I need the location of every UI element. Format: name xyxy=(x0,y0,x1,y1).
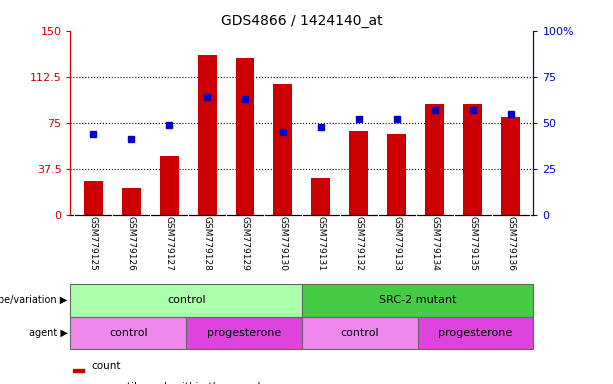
Bar xyxy=(122,188,140,215)
Bar xyxy=(387,134,406,215)
Text: GSM779134: GSM779134 xyxy=(430,217,439,271)
Bar xyxy=(197,55,216,215)
Bar xyxy=(302,317,417,349)
Bar xyxy=(349,131,368,215)
Text: GSM779132: GSM779132 xyxy=(354,217,364,271)
Text: GSM779136: GSM779136 xyxy=(506,217,515,271)
Text: SRC-2 mutant: SRC-2 mutant xyxy=(379,295,456,306)
Text: GSM779126: GSM779126 xyxy=(127,217,135,271)
Text: percentile rank within the sample: percentile rank within the sample xyxy=(91,382,267,384)
Bar xyxy=(501,117,520,215)
Text: GSM779133: GSM779133 xyxy=(392,217,402,271)
Bar xyxy=(302,284,533,317)
Bar xyxy=(186,317,302,349)
Bar xyxy=(425,104,444,215)
Bar xyxy=(70,284,302,317)
Text: progesterone: progesterone xyxy=(438,328,512,338)
Bar xyxy=(417,317,533,349)
Text: count: count xyxy=(91,361,121,371)
Bar xyxy=(70,317,186,349)
Bar xyxy=(273,84,292,215)
Text: GSM779129: GSM779129 xyxy=(240,217,249,271)
Text: GSM779135: GSM779135 xyxy=(468,217,477,271)
Text: GSM779130: GSM779130 xyxy=(278,217,287,271)
Text: genotype/variation ▶: genotype/variation ▶ xyxy=(0,295,67,306)
Title: GDS4866 / 1424140_at: GDS4866 / 1424140_at xyxy=(221,14,383,28)
Text: agent ▶: agent ▶ xyxy=(29,328,67,338)
Text: GSM779127: GSM779127 xyxy=(165,217,173,271)
Text: GSM779131: GSM779131 xyxy=(316,217,326,271)
Text: control: control xyxy=(340,328,379,338)
Bar xyxy=(84,180,103,215)
Bar xyxy=(463,104,482,215)
Text: GSM779128: GSM779128 xyxy=(202,217,211,271)
Text: GSM779125: GSM779125 xyxy=(89,217,97,271)
Bar xyxy=(73,369,85,372)
Text: control: control xyxy=(109,328,148,338)
Text: progesterone: progesterone xyxy=(207,328,281,338)
Bar xyxy=(235,58,254,215)
Bar xyxy=(159,156,178,215)
Bar xyxy=(311,178,330,215)
Text: control: control xyxy=(167,295,205,306)
